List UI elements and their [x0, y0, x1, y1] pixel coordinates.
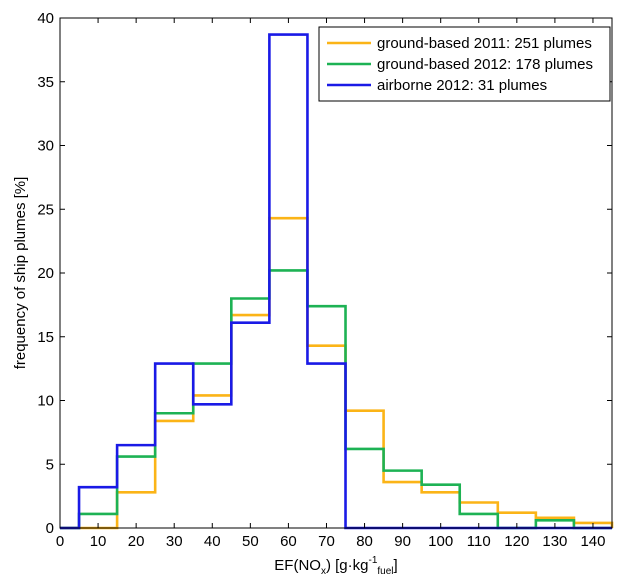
x-tick-label: 50: [242, 533, 259, 550]
x-axis-label-sub-fuel: fuel: [377, 566, 393, 577]
x-tick-label: 110: [467, 533, 491, 550]
ticks-layer: 0 10 20 30 40 50 60 70 80 90 100 110 120 130 140 0 5 10 15…: [37, 10, 612, 550]
y-tick-label: 20: [37, 265, 54, 282]
x-axis-label-sub: x: [321, 566, 326, 577]
x-tick-label: 120: [504, 533, 529, 550]
x-tick-label: 40: [204, 533, 221, 550]
y-tick-label: 30: [37, 138, 54, 155]
x-tick-label: 0: [56, 533, 64, 550]
x-axis-label-end: ]: [394, 557, 398, 574]
x-axis-label-units: ) [g·kg: [326, 557, 369, 574]
legend-label-2: ground-based 2012: 178 plumes: [377, 56, 593, 73]
x-tick-label: 70: [318, 533, 335, 550]
y-tick-label: 5: [46, 456, 54, 473]
x-tick-label: 90: [394, 533, 411, 550]
legend-label-1: ground-based 2011: 251 plumes: [377, 35, 592, 52]
series-line-3: [60, 33, 612, 530]
x-tick-label: 30: [166, 533, 183, 550]
legend-label-3: airborne 2012: 31 plumes: [377, 77, 547, 94]
x-axis-label: EF(NOx) [g·kg-1fuel]: [274, 555, 397, 577]
y-axis-label: frequency of ship plumes [%]: [12, 177, 29, 370]
series-line-2: [60, 269, 612, 530]
x-tick-label: 20: [128, 533, 145, 550]
x-tick-label: 60: [280, 533, 297, 550]
y-tick-label: 35: [37, 74, 54, 91]
x-axis-label-sup: -1: [368, 555, 377, 566]
x-tick-label: 100: [428, 533, 453, 550]
legend: ground-based 2011: 251 plumes ground-base…: [318, 26, 611, 102]
series-layer: [60, 33, 614, 530]
y-tick-label: 10: [37, 393, 54, 410]
x-tick-label: 130: [542, 533, 567, 550]
x-axis-label-base: EF(NO: [274, 557, 321, 574]
y-tick-label: 15: [37, 329, 54, 346]
x-tick-label: 10: [90, 533, 107, 550]
legend-items: ground-based 2011: 251 plumes ground-base…: [327, 35, 593, 94]
y-tick-label: 40: [37, 10, 54, 27]
x-tick-label: 80: [356, 533, 373, 550]
x-tick-label: 140: [580, 533, 605, 550]
y-tick-label: 25: [37, 201, 54, 218]
y-tick-label: 0: [46, 520, 54, 537]
series-line-1: [60, 216, 614, 530]
